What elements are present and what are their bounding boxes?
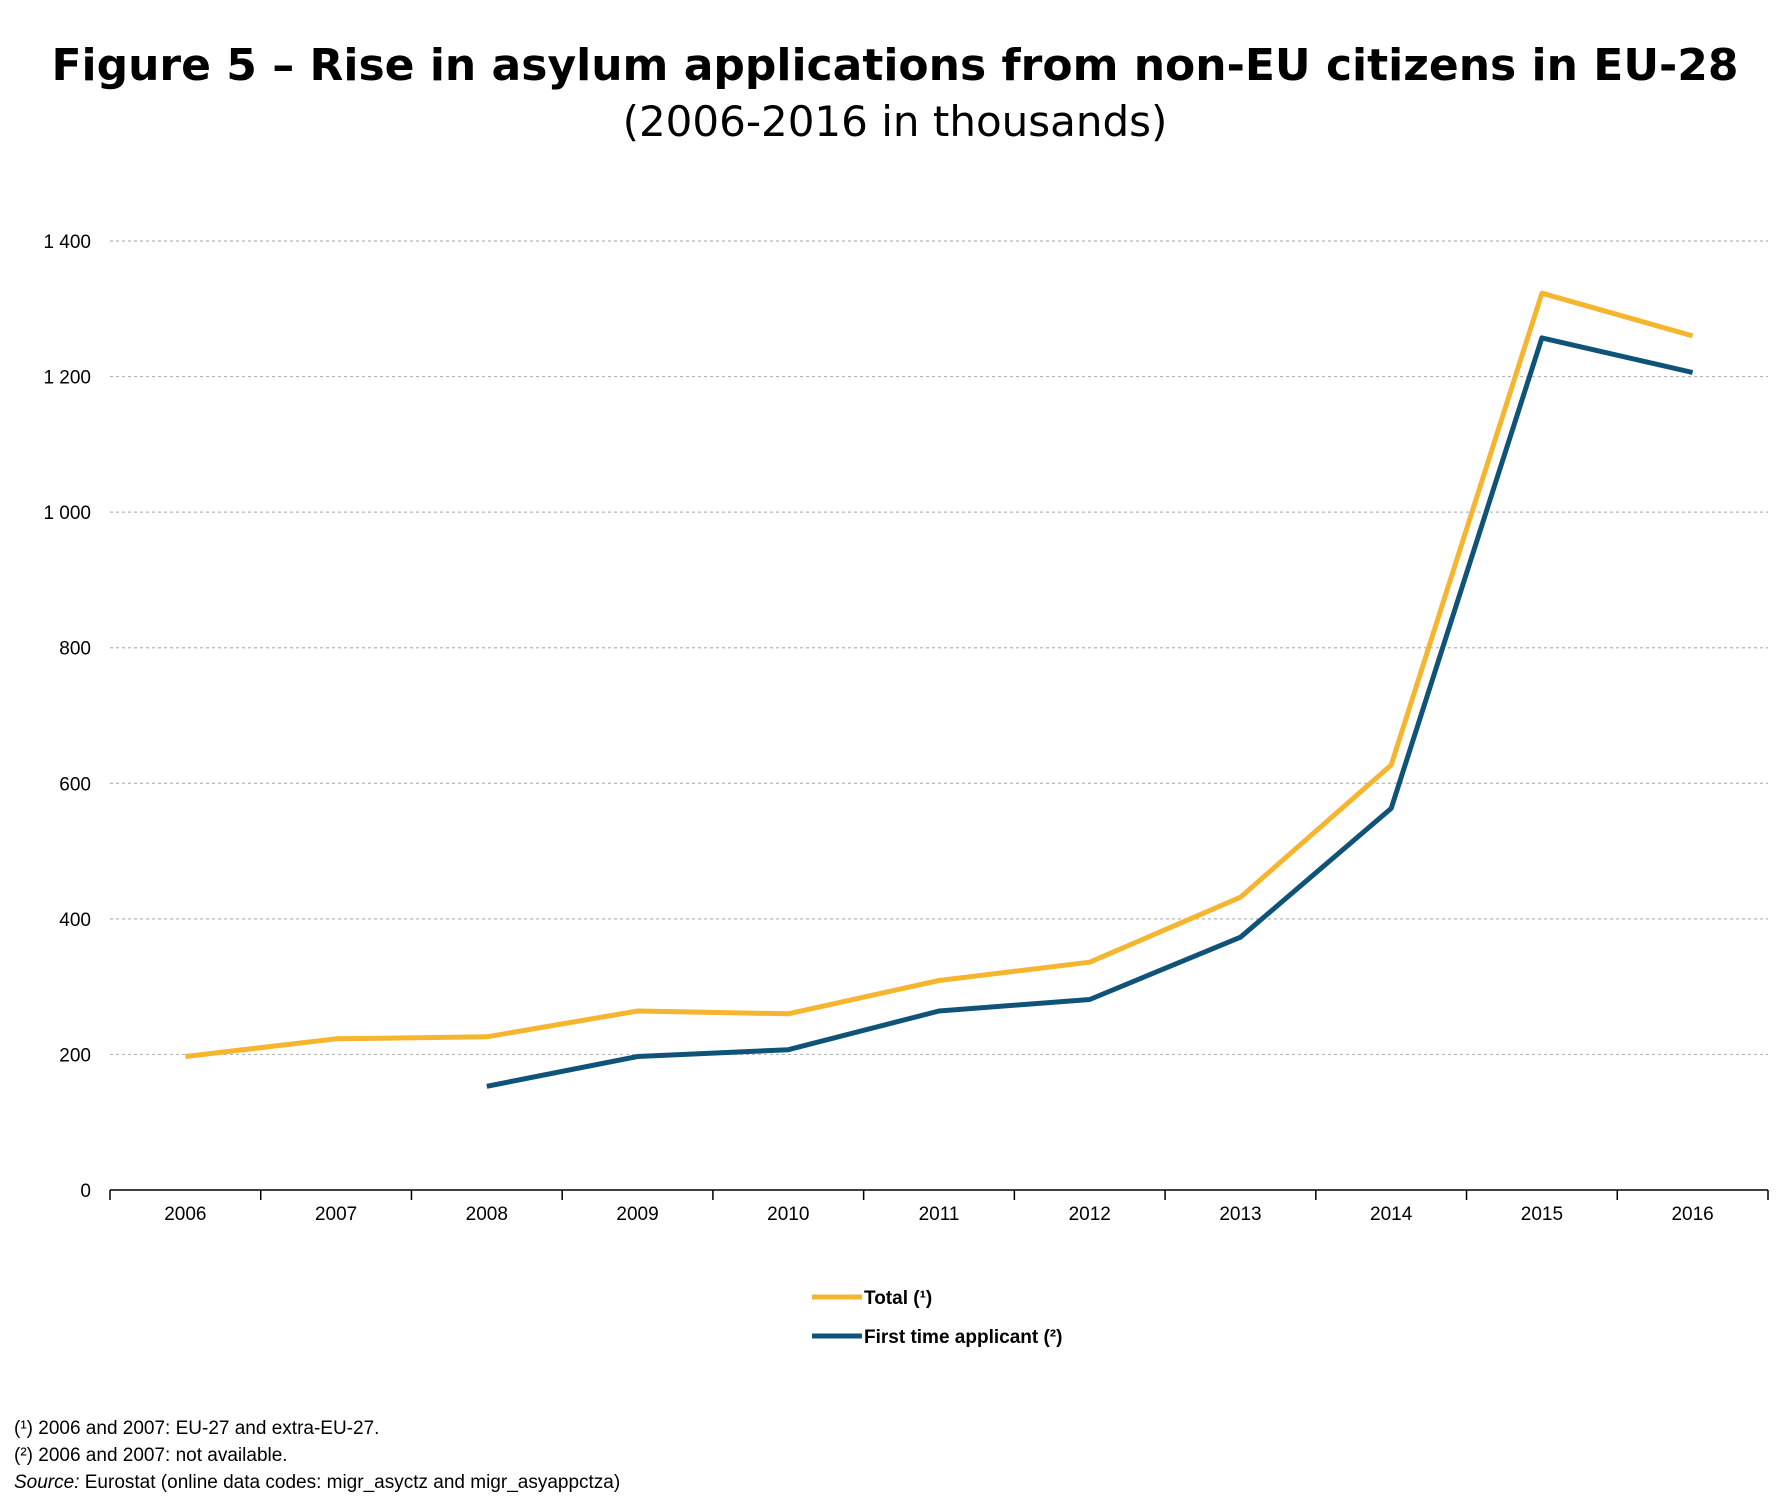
y-tick-label: 800 <box>59 639 91 660</box>
x-tick-label: 2012 <box>1069 1204 1111 1225</box>
source-text: Eurostat (online data codes: migr_asyctz… <box>79 1472 621 1493</box>
series-line-total <box>185 290 1694 1059</box>
x-tick-label: 2010 <box>767 1204 809 1225</box>
legend: Total (¹) First time applicant (²) <box>812 1288 1062 1348</box>
x-tick-label: 2008 <box>466 1204 508 1225</box>
y-tick-label: 600 <box>59 774 91 795</box>
y-axis-tick-labels: 0 200 400 600 800 1 000 1 200 1 400 <box>43 232 91 1202</box>
x-tick-label: 2013 <box>1219 1204 1261 1225</box>
x-tick-label: 2016 <box>1671 1204 1713 1225</box>
x-tick-label: 2006 <box>164 1204 206 1225</box>
footnote-2: (²) 2006 and 2007: not available. <box>14 1445 288 1466</box>
x-tick-label: 2014 <box>1370 1204 1413 1225</box>
series-line-first-time-applicant <box>486 335 1694 1089</box>
series-lines <box>185 290 1694 1089</box>
chart-title: Figure 5 – Rise in asylum applications f… <box>51 40 1739 91</box>
legend-label-first-time-applicant: First time applicant (²) <box>864 1327 1062 1348</box>
gridlines <box>110 240 1768 1056</box>
y-tick-label: 200 <box>59 1045 91 1066</box>
footnote-1: (¹) 2006 and 2007: EU-27 and extra-EU-27… <box>14 1418 380 1439</box>
y-tick-label: 1 000 <box>43 503 91 524</box>
x-tick-label: 2011 <box>919 1204 960 1225</box>
y-tick-label: 400 <box>59 910 91 931</box>
y-tick-label: 1 400 <box>43 232 91 253</box>
y-tick-label: 1 200 <box>43 368 91 389</box>
legend-label-total: Total (¹) <box>864 1288 932 1309</box>
x-axis: 2006 2007 2008 2009 2010 2011 2012 2013 2014 2015… <box>109 1189 1769 1225</box>
x-tick-label: 2007 <box>315 1204 357 1225</box>
source-line: Source: Eurostat (online data codes: mig… <box>14 1469 620 1496</box>
chart-subtitle: (2006-2016 in thousands) <box>622 97 1168 146</box>
x-tick-label: 2009 <box>616 1204 658 1225</box>
x-tick-label: 2015 <box>1521 1204 1563 1225</box>
footnotes: (¹) 2006 and 2007: EU-27 and extra-EU-27… <box>14 1415 620 1496</box>
y-tick-label: 0 <box>80 1181 91 1202</box>
source-label: Source: <box>14 1472 80 1493</box>
